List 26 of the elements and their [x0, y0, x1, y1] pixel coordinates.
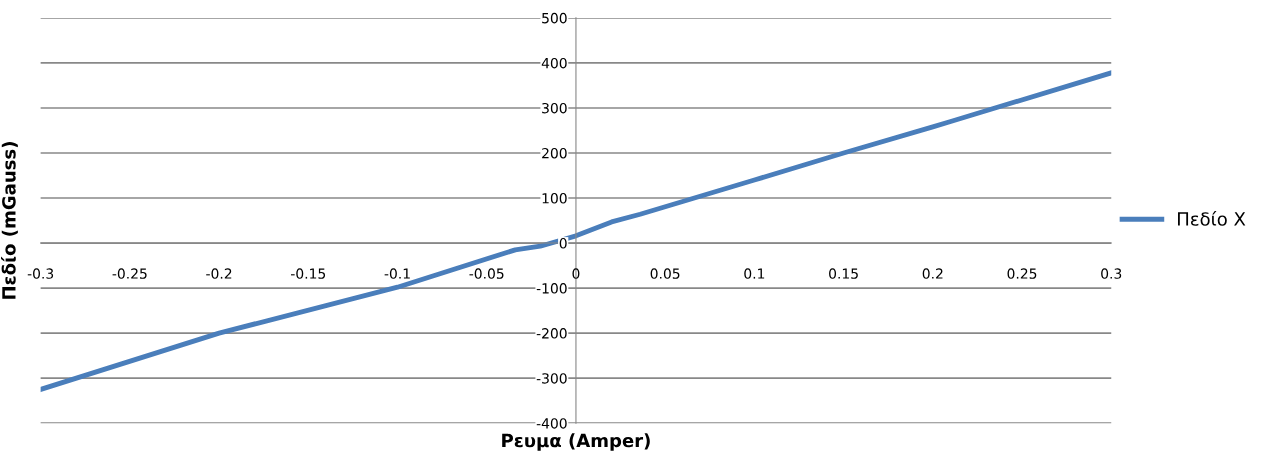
- y-tick-label: -300: [536, 373, 567, 384]
- x-tick-label: 0.2: [922, 268, 943, 279]
- x-tick-label: 0: [572, 268, 580, 279]
- x-tick-label: -0.05: [469, 268, 504, 279]
- y-tick-label: -100: [536, 283, 567, 294]
- x-tick-label: 0.3: [1101, 268, 1122, 279]
- x-tick-label: 0.1: [744, 268, 765, 279]
- y-tick-label: 500: [542, 12, 567, 24]
- x-tick-label: -0.25: [112, 268, 147, 279]
- x-tick-label: -0.1: [384, 268, 410, 279]
- x-tick-label: 0.05: [650, 268, 680, 279]
- x-tick-label: -0.3: [27, 268, 54, 279]
- x-tick-label: 0.15: [829, 268, 858, 279]
- x-tick-label: 0.25: [1007, 268, 1037, 279]
- y-tick-label: 0: [559, 238, 567, 249]
- y-tick-label: 400: [541, 57, 567, 69]
- y-axis-title: Πεδίο (mGauss): [1, 142, 18, 299]
- y-tick-label: 300: [542, 102, 567, 114]
- x-tick-label: -0.2: [206, 268, 232, 279]
- x-tick-label: -0.15: [291, 268, 326, 279]
- legend-label: Πεδίο X: [1178, 211, 1246, 226]
- y-tick-label: 100: [542, 193, 567, 204]
- y-tick-label: 200: [542, 147, 567, 159]
- y-tick-label: -400: [536, 418, 567, 429]
- x-axis-title: Ρευμα (Amper): [502, 433, 650, 451]
- y-tick-label: -200: [536, 328, 567, 339]
